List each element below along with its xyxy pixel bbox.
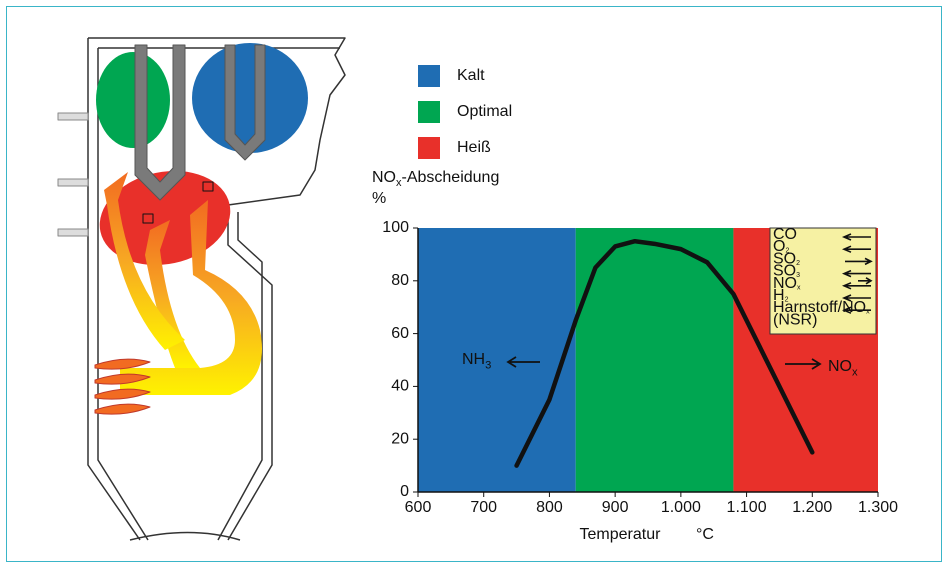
x-axis-title: Temperatur [580,526,662,543]
y-axis-title-main: NO [372,169,396,186]
info-item-sub: x [797,284,801,291]
legend-label: Heiß [457,139,491,156]
legend-label: Kalt [457,67,485,84]
info-item-sub: 2 [796,260,800,267]
x-tick-label: 700 [470,499,497,516]
annotation-main: NH [462,351,485,368]
y-tick-label: 80 [391,272,409,289]
legend-label: Optimal [457,103,512,120]
x-axis-unit: °C [696,526,714,543]
y-tick-label: 0 [400,483,409,500]
info-item-main: (NSR) [773,312,817,329]
x-tick-label: 1.200 [792,499,832,516]
boiler-diagram [58,38,345,540]
y-axis-title-rest: -Abscheidung [402,169,500,186]
legend-swatch [418,65,440,87]
legend-swatch [418,101,440,123]
y-tick-label: 100 [382,219,409,236]
y-axis-unit: % [372,190,386,207]
info-item: (NSR) [773,312,817,329]
x-tick-label: 1.100 [727,499,767,516]
chart: Kalt Optimal Heiß 0 20 40 60 80 100 600 700 800 900 1… [382,65,898,516]
page: Kalt Optimal Heiß 0 20 40 60 80 100 600 700 800 900 1… [0,0,948,568]
legend-swatch [418,137,440,159]
annotation-main: NO [828,358,852,375]
x-tick-label: 1.300 [858,499,898,516]
y-axis-title: NOx-Abscheidung [372,169,499,189]
x-tick-label: 900 [602,499,629,516]
x-tick-label: 1.000 [661,499,701,516]
figure: Kalt Optimal Heiß 0 20 40 60 80 100 600 700 800 900 1… [0,0,948,568]
y-tick-label: 60 [391,325,409,342]
y-tick-label: 20 [391,430,409,447]
region [418,228,576,492]
x-tick-label: 800 [536,499,563,516]
x-tick-label: 600 [405,499,432,516]
annotation-sub: 3 [485,360,491,372]
y-tick-label: 40 [391,378,409,395]
annotation-sub: x [852,367,858,379]
